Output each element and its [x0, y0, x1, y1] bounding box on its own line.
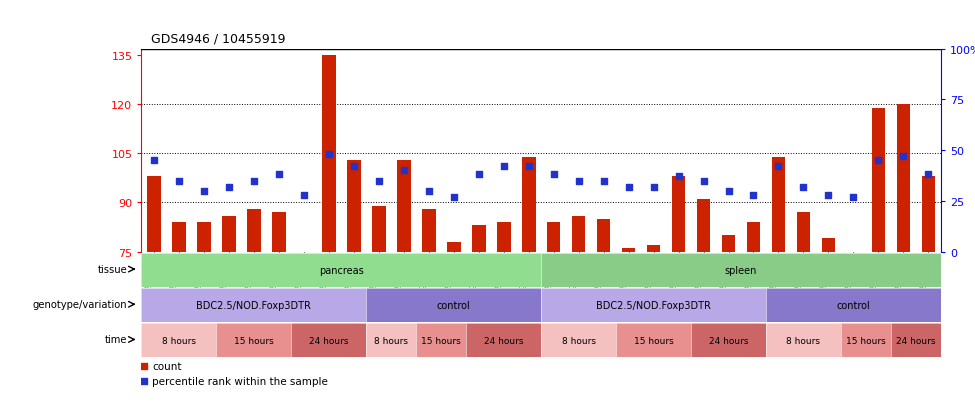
Text: time: time — [105, 335, 128, 344]
Point — [521, 164, 536, 170]
Point — [196, 188, 212, 195]
Text: 15 hours: 15 hours — [234, 336, 274, 345]
Text: BDC2.5/NOD.Foxp3DTR: BDC2.5/NOD.Foxp3DTR — [596, 300, 711, 310]
Text: 15 hours: 15 hours — [846, 336, 886, 345]
Point — [796, 184, 811, 190]
Point — [570, 178, 586, 185]
Text: 24 hours: 24 hours — [484, 336, 524, 345]
Point — [471, 172, 487, 178]
Point — [370, 178, 386, 185]
Bar — [622, 249, 636, 252]
Point — [271, 172, 287, 178]
Point — [845, 194, 861, 201]
Text: count: count — [152, 361, 181, 371]
Point — [721, 188, 736, 195]
Point — [346, 164, 362, 170]
Point — [221, 184, 237, 190]
Text: 24 hours: 24 hours — [709, 336, 748, 345]
Bar — [797, 213, 810, 252]
Point — [396, 168, 411, 174]
Point — [871, 158, 886, 164]
Text: spleen: spleen — [724, 265, 758, 275]
Point — [321, 152, 336, 158]
Bar — [147, 177, 161, 252]
Bar — [747, 223, 760, 252]
Point — [821, 192, 837, 199]
Bar — [646, 245, 660, 252]
Point — [546, 172, 562, 178]
Bar — [322, 56, 335, 252]
Text: GDS4946 / 10455919: GDS4946 / 10455919 — [151, 33, 286, 45]
Point — [496, 164, 512, 170]
Bar — [672, 177, 685, 252]
Bar — [197, 223, 211, 252]
Bar — [272, 213, 286, 252]
Text: tissue: tissue — [98, 264, 128, 274]
Point — [896, 154, 912, 160]
Bar — [172, 223, 185, 252]
Text: 8 hours: 8 hours — [787, 336, 820, 345]
Bar — [822, 239, 836, 252]
Bar — [597, 219, 610, 252]
Bar — [571, 216, 585, 252]
Point — [246, 178, 261, 185]
Point — [296, 192, 312, 199]
Bar — [872, 108, 885, 252]
Point — [596, 178, 611, 185]
Bar — [897, 105, 911, 252]
Bar — [472, 226, 486, 252]
Text: 15 hours: 15 hours — [421, 336, 461, 345]
Text: 15 hours: 15 hours — [634, 336, 674, 345]
Bar — [247, 209, 260, 252]
Point — [645, 184, 661, 190]
Point — [621, 184, 637, 190]
Bar — [222, 216, 236, 252]
Bar — [497, 223, 511, 252]
Bar — [921, 177, 935, 252]
Text: 24 hours: 24 hours — [896, 336, 936, 345]
Bar — [347, 161, 361, 252]
Bar — [722, 235, 735, 252]
Bar — [371, 206, 385, 252]
Point — [696, 178, 712, 185]
Text: 8 hours: 8 hours — [374, 336, 409, 345]
Point — [746, 192, 761, 199]
Text: BDC2.5/NOD.Foxp3DTR: BDC2.5/NOD.Foxp3DTR — [196, 300, 311, 310]
Point — [400, 320, 415, 327]
Point — [146, 158, 162, 164]
Text: 8 hours: 8 hours — [162, 336, 196, 345]
Point — [171, 178, 186, 185]
Bar — [397, 161, 410, 252]
Text: control: control — [837, 300, 871, 310]
Bar — [447, 242, 460, 252]
Text: pancreas: pancreas — [319, 265, 364, 275]
Point — [920, 172, 936, 178]
Point — [671, 174, 686, 180]
Text: percentile rank within the sample: percentile rank within the sample — [152, 376, 328, 386]
Bar — [522, 157, 535, 252]
Text: 8 hours: 8 hours — [562, 336, 596, 345]
Text: genotype/variation: genotype/variation — [33, 299, 128, 309]
Text: 24 hours: 24 hours — [309, 336, 348, 345]
Point — [770, 164, 786, 170]
Point — [446, 194, 461, 201]
Point — [400, 186, 415, 193]
Bar — [422, 209, 436, 252]
Bar — [771, 157, 785, 252]
Text: control: control — [437, 300, 471, 310]
Bar — [697, 200, 711, 252]
Bar — [547, 223, 561, 252]
Point — [421, 188, 437, 195]
